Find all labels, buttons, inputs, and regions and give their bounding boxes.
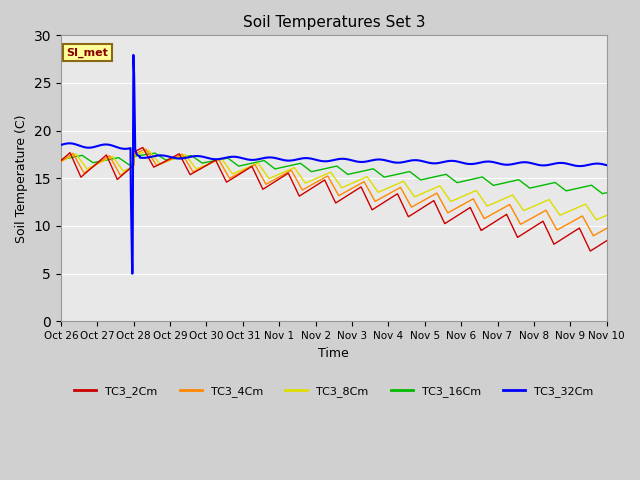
TC3_2Cm <box>174 152 182 157</box>
TC3_2Cm <box>397 197 404 203</box>
TC3_16Cm <box>603 190 611 196</box>
TC3_8Cm <box>145 148 153 154</box>
TC3_32Cm <box>210 156 218 162</box>
TC3_8Cm <box>551 205 559 211</box>
TC3_16Cm <box>174 155 182 161</box>
TC3_8Cm <box>57 159 65 165</box>
TC3_8Cm <box>210 159 218 165</box>
TC3_8Cm <box>603 213 611 218</box>
Line: TC3_16Cm: TC3_16Cm <box>61 153 607 193</box>
TC3_4Cm <box>57 159 65 165</box>
TC3_2Cm <box>586 248 594 254</box>
TC3_8Cm <box>397 180 404 185</box>
TC3_2Cm <box>603 238 611 244</box>
TC3_4Cm <box>142 146 150 152</box>
TC3_32Cm <box>387 159 395 165</box>
TC3_32Cm <box>397 160 404 166</box>
TC3_4Cm <box>387 190 395 195</box>
TC3_16Cm <box>387 173 395 179</box>
TC3_2Cm <box>210 158 218 164</box>
TC3_8Cm <box>387 184 395 190</box>
TC3_16Cm <box>551 180 559 185</box>
TC3_32Cm <box>174 156 182 161</box>
TC3_2Cm <box>551 240 559 246</box>
TC3_8Cm <box>593 217 600 223</box>
TC3_2Cm <box>139 144 147 150</box>
TC3_8Cm <box>603 213 611 218</box>
TC3_32Cm <box>603 162 611 168</box>
TC3_4Cm <box>210 159 218 165</box>
TC3_8Cm <box>174 155 182 160</box>
X-axis label: Time: Time <box>319 347 349 360</box>
Line: TC3_32Cm: TC3_32Cm <box>61 55 607 274</box>
TC3_4Cm <box>397 185 404 191</box>
TC3_2Cm <box>57 158 65 164</box>
TC3_16Cm <box>57 156 65 162</box>
Legend: TC3_2Cm, TC3_4Cm, TC3_8Cm, TC3_16Cm, TC3_32Cm: TC3_2Cm, TC3_4Cm, TC3_8Cm, TC3_16Cm, TC3… <box>70 382 598 401</box>
TC3_2Cm <box>387 195 395 201</box>
TC3_16Cm <box>210 158 218 164</box>
TC3_4Cm <box>603 226 611 231</box>
Line: TC3_8Cm: TC3_8Cm <box>61 151 607 220</box>
Title: Soil Temperatures Set 3: Soil Temperatures Set 3 <box>243 15 425 30</box>
TC3_16Cm <box>603 190 611 195</box>
TC3_4Cm <box>603 226 611 231</box>
TC3_4Cm <box>551 224 559 229</box>
TC3_16Cm <box>397 170 404 176</box>
TC3_2Cm <box>603 238 611 243</box>
TC3_4Cm <box>174 153 182 159</box>
TC3_16Cm <box>151 150 159 156</box>
TC3_16Cm <box>598 191 606 196</box>
TC3_4Cm <box>589 233 597 239</box>
TC3_32Cm <box>551 161 559 167</box>
TC3_32Cm <box>129 271 136 276</box>
TC3_32Cm <box>129 52 137 58</box>
Y-axis label: Soil Temperature (C): Soil Temperature (C) <box>15 114 28 242</box>
Text: SI_met: SI_met <box>67 48 108 58</box>
TC3_32Cm <box>603 162 611 168</box>
TC3_32Cm <box>57 142 65 148</box>
Line: TC3_4Cm: TC3_4Cm <box>61 149 607 236</box>
Line: TC3_2Cm: TC3_2Cm <box>61 147 607 251</box>
